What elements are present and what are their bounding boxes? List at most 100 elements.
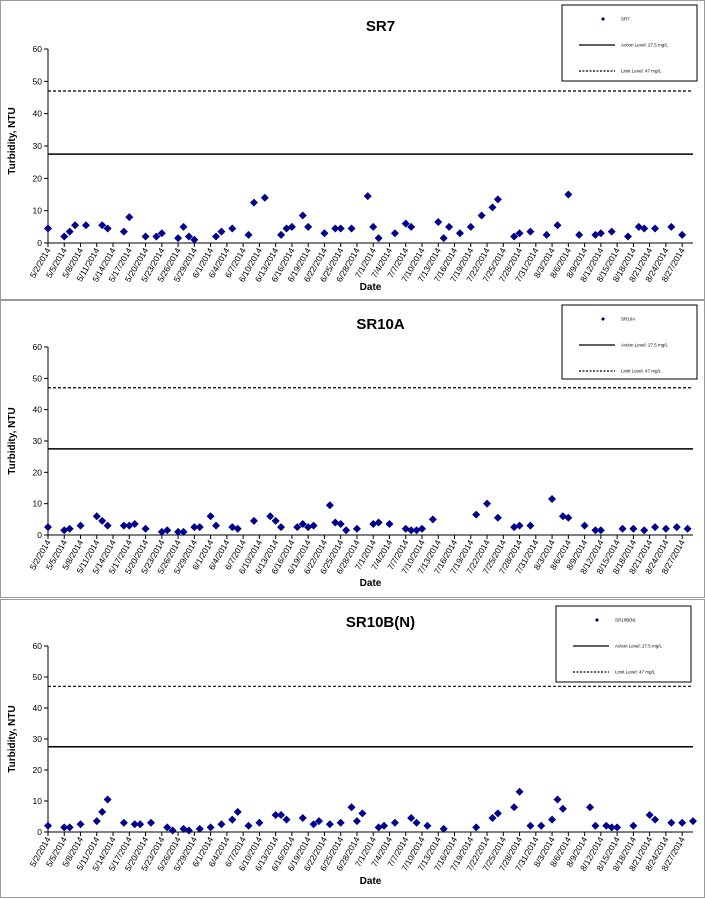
y-tick-label: 50 (33, 76, 43, 86)
data-point (325, 820, 334, 829)
data-point (434, 217, 443, 226)
data-point (266, 512, 275, 521)
y-tick-label: 40 (33, 405, 43, 415)
y-tick-label: 50 (33, 373, 43, 383)
data-point (103, 795, 112, 804)
data-point (423, 821, 432, 830)
data-point (526, 227, 535, 236)
data-point (580, 521, 589, 530)
y-tick-label: 20 (33, 765, 43, 775)
data-point (298, 520, 307, 529)
data-point (558, 804, 567, 813)
data-point (667, 222, 676, 231)
data-point (260, 193, 269, 202)
data-point (92, 512, 101, 521)
data-point (184, 232, 193, 241)
data-point (212, 521, 221, 530)
legend-label: Limit Level: 47 mg/L (621, 369, 662, 374)
y-tick-label: 30 (33, 141, 43, 151)
data-point (217, 820, 226, 829)
legend-label: Limit Level: 47 mg/L (621, 69, 662, 74)
y-axis-label: Turbidity, NTU (7, 705, 18, 772)
data-point (651, 523, 660, 532)
data-point (190, 523, 199, 532)
data-point (233, 807, 242, 816)
data-point (472, 510, 481, 519)
data-point (206, 823, 215, 832)
data-point (526, 521, 535, 530)
data-point (130, 520, 139, 529)
chart-panel-sr10bn: SR10B(N) 0 10 20 30 40 50 60 5/2/2014 5/5/2014 5/8… (0, 599, 705, 898)
data-point (76, 521, 85, 530)
data-point (661, 524, 670, 533)
data-point (575, 230, 584, 239)
legend-marker (601, 317, 605, 321)
data-point (60, 526, 69, 535)
data-point (369, 520, 378, 529)
data-point (564, 513, 573, 522)
data-point (331, 224, 340, 233)
legend-box (561, 304, 698, 380)
data-point (352, 817, 361, 826)
legend-marker (601, 17, 605, 21)
data-point (119, 818, 128, 827)
data-point (60, 232, 69, 241)
data-point (428, 515, 437, 524)
y-axis-label: Turbidity, NTU (7, 407, 18, 474)
y-tick-label: 60 (33, 342, 43, 352)
chart-panel-sr10a: SR10A 0 10 20 30 40 50 60 5/2/2014 5/5/2014 5/8/20… (0, 300, 705, 598)
data-point (184, 826, 193, 835)
data-point (564, 190, 573, 199)
data-point (407, 526, 416, 535)
data-point (553, 221, 562, 230)
data-point (374, 518, 383, 527)
data-point (98, 807, 107, 816)
data-point (125, 521, 134, 530)
data-point (309, 820, 318, 829)
data-point (537, 821, 546, 830)
data-point (380, 821, 389, 830)
data-point (472, 823, 481, 832)
data-point (385, 520, 394, 529)
data-point (195, 824, 204, 833)
legend-label: SR10B(N) (615, 618, 636, 623)
y-tick-label: 10 (33, 206, 43, 216)
data-point (488, 814, 497, 823)
data-point (141, 524, 150, 533)
data-point (255, 818, 264, 827)
data-point (277, 230, 286, 239)
y-axis-label: Turbidity, NTU (7, 107, 18, 174)
data-point (477, 211, 486, 220)
y-tick-label: 50 (33, 672, 43, 682)
data-point (591, 526, 600, 535)
data-point (645, 810, 654, 819)
data-point (347, 224, 356, 233)
data-point (607, 823, 616, 832)
y-tick-label: 0 (37, 827, 42, 837)
legend-label: Action Level: 27.5 mg/L (615, 644, 663, 649)
data-point (315, 817, 324, 826)
data-point (342, 526, 351, 535)
y-tick-label: 30 (33, 436, 43, 446)
data-point (374, 234, 383, 243)
data-point (103, 224, 112, 233)
data-point (455, 229, 464, 238)
data-point (363, 192, 372, 201)
data-point (65, 524, 74, 533)
data-point (488, 203, 497, 212)
data-point (445, 222, 454, 231)
data-point (493, 195, 502, 204)
data-point (640, 224, 649, 233)
data-point (157, 229, 166, 238)
chart-title: SR10B(N) (346, 614, 415, 631)
data-point (417, 524, 426, 533)
data-point (374, 823, 383, 832)
data-point (515, 521, 524, 530)
chart-sr10a: SR10A01020304050605/2/20145/5/20145/8/20… (7, 304, 698, 589)
data-point (146, 818, 155, 827)
chart-panel-sr7: SR7 0 10 20 30 40 50 60 5/2/2014 5/5/2014 5/8/2014… (0, 0, 705, 300)
data-point (591, 821, 600, 830)
data-point (76, 820, 85, 829)
data-point (119, 521, 128, 530)
data-point (493, 513, 502, 522)
